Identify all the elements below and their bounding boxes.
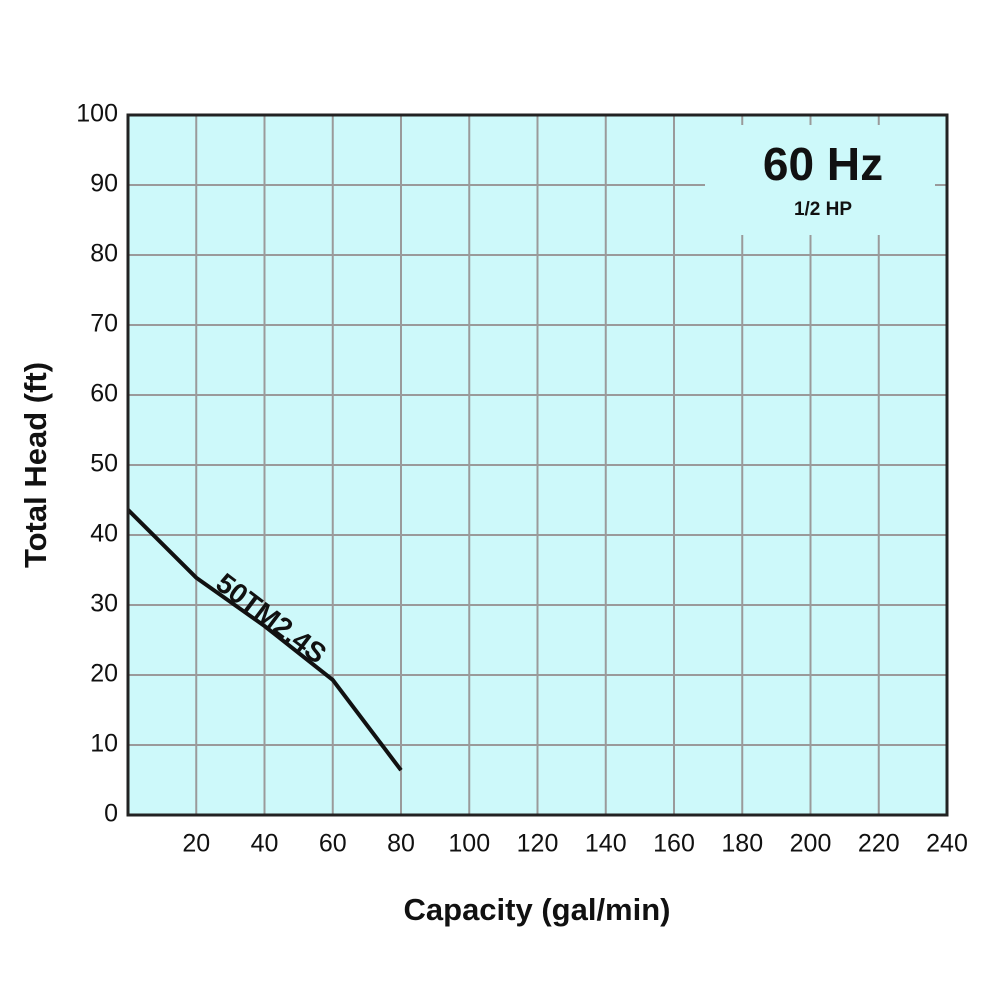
- x-tick-label: 40: [251, 830, 279, 858]
- x-tick-label: 60: [319, 830, 347, 858]
- y-tick-label: 30: [90, 590, 118, 618]
- chart-title: 60 Hz: [763, 138, 883, 190]
- x-tick-label: 220: [858, 830, 900, 858]
- x-tick-label: 20: [182, 830, 210, 858]
- x-axis-label: Capacity (gal/min): [404, 892, 671, 927]
- y-tick-label: 90: [90, 170, 118, 198]
- y-tick-label: 20: [90, 660, 118, 688]
- chart-subtitle: 1/2 HP: [794, 199, 852, 220]
- x-tick-label: 240: [926, 830, 968, 858]
- x-tick-label: 140: [585, 830, 627, 858]
- y-tick-label: 100: [76, 100, 118, 128]
- plot-border: [126, 113, 949, 817]
- y-tick-label: 40: [90, 520, 118, 548]
- y-tick-label: 50: [90, 450, 118, 478]
- y-tick-label: 70: [90, 310, 118, 338]
- y-tick-label: 0: [104, 800, 118, 828]
- x-tick-label: 80: [387, 830, 415, 858]
- y-tick-label: 10: [90, 730, 118, 758]
- y-axis-label: Total Head (ft): [18, 362, 53, 568]
- performance-curve: [126, 508, 403, 772]
- y-tick-label: 60: [90, 380, 118, 408]
- x-tick-label: 180: [721, 830, 763, 858]
- x-tick-label: 200: [790, 830, 832, 858]
- x-tick-label: 160: [653, 830, 695, 858]
- x-tick-label: 100: [448, 830, 490, 858]
- y-tick-label: 80: [90, 240, 118, 268]
- annotation-background: [705, 125, 935, 235]
- x-tick-label: 120: [517, 830, 559, 858]
